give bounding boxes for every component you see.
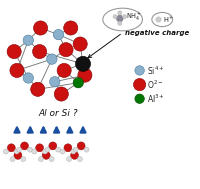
Circle shape bbox=[73, 37, 87, 51]
Circle shape bbox=[77, 68, 92, 82]
Text: Si$^{4+}$: Si$^{4+}$ bbox=[146, 64, 164, 77]
Text: negative charge: negative charge bbox=[125, 30, 189, 36]
Circle shape bbox=[21, 157, 26, 162]
Circle shape bbox=[49, 157, 54, 162]
Circle shape bbox=[20, 142, 28, 150]
Circle shape bbox=[32, 44, 46, 59]
Circle shape bbox=[33, 21, 47, 35]
Circle shape bbox=[133, 78, 145, 91]
Circle shape bbox=[117, 21, 121, 25]
Circle shape bbox=[46, 54, 57, 64]
Circle shape bbox=[60, 149, 65, 154]
Circle shape bbox=[14, 151, 22, 159]
Circle shape bbox=[57, 63, 71, 77]
Circle shape bbox=[77, 142, 85, 150]
Circle shape bbox=[32, 149, 37, 154]
Circle shape bbox=[155, 17, 160, 22]
Circle shape bbox=[73, 77, 83, 88]
Circle shape bbox=[49, 142, 57, 150]
Circle shape bbox=[70, 151, 78, 159]
Circle shape bbox=[42, 151, 50, 159]
Circle shape bbox=[116, 15, 122, 22]
Circle shape bbox=[77, 157, 82, 162]
Circle shape bbox=[23, 35, 33, 45]
Circle shape bbox=[54, 87, 68, 101]
Text: NH$_4^+$: NH$_4^+$ bbox=[126, 11, 142, 23]
Text: H$^+$: H$^+$ bbox=[162, 14, 174, 25]
Circle shape bbox=[73, 147, 78, 152]
Circle shape bbox=[70, 149, 75, 154]
Circle shape bbox=[42, 149, 47, 154]
Circle shape bbox=[63, 21, 77, 35]
Circle shape bbox=[10, 157, 15, 162]
Circle shape bbox=[64, 144, 72, 152]
Circle shape bbox=[14, 149, 19, 154]
Circle shape bbox=[23, 73, 33, 83]
Circle shape bbox=[53, 29, 63, 40]
Circle shape bbox=[35, 144, 43, 152]
Circle shape bbox=[112, 15, 117, 19]
Circle shape bbox=[55, 147, 60, 152]
Circle shape bbox=[66, 157, 71, 162]
Circle shape bbox=[134, 66, 144, 75]
Circle shape bbox=[17, 147, 22, 152]
Circle shape bbox=[7, 44, 21, 59]
Circle shape bbox=[27, 147, 32, 152]
Circle shape bbox=[49, 77, 60, 87]
Circle shape bbox=[134, 94, 144, 103]
Circle shape bbox=[3, 149, 8, 154]
Circle shape bbox=[31, 82, 45, 96]
Circle shape bbox=[7, 144, 15, 152]
Circle shape bbox=[117, 11, 121, 15]
Circle shape bbox=[38, 157, 43, 162]
Circle shape bbox=[75, 56, 90, 71]
Text: Al$^{3+}$: Al$^{3+}$ bbox=[146, 93, 164, 105]
Circle shape bbox=[84, 147, 89, 152]
Circle shape bbox=[122, 15, 126, 19]
Circle shape bbox=[45, 147, 50, 152]
Circle shape bbox=[10, 63, 24, 77]
Circle shape bbox=[59, 43, 73, 57]
Text: O$^{2-}$: O$^{2-}$ bbox=[146, 78, 163, 91]
Text: Al or Si ?: Al or Si ? bbox=[39, 109, 78, 118]
